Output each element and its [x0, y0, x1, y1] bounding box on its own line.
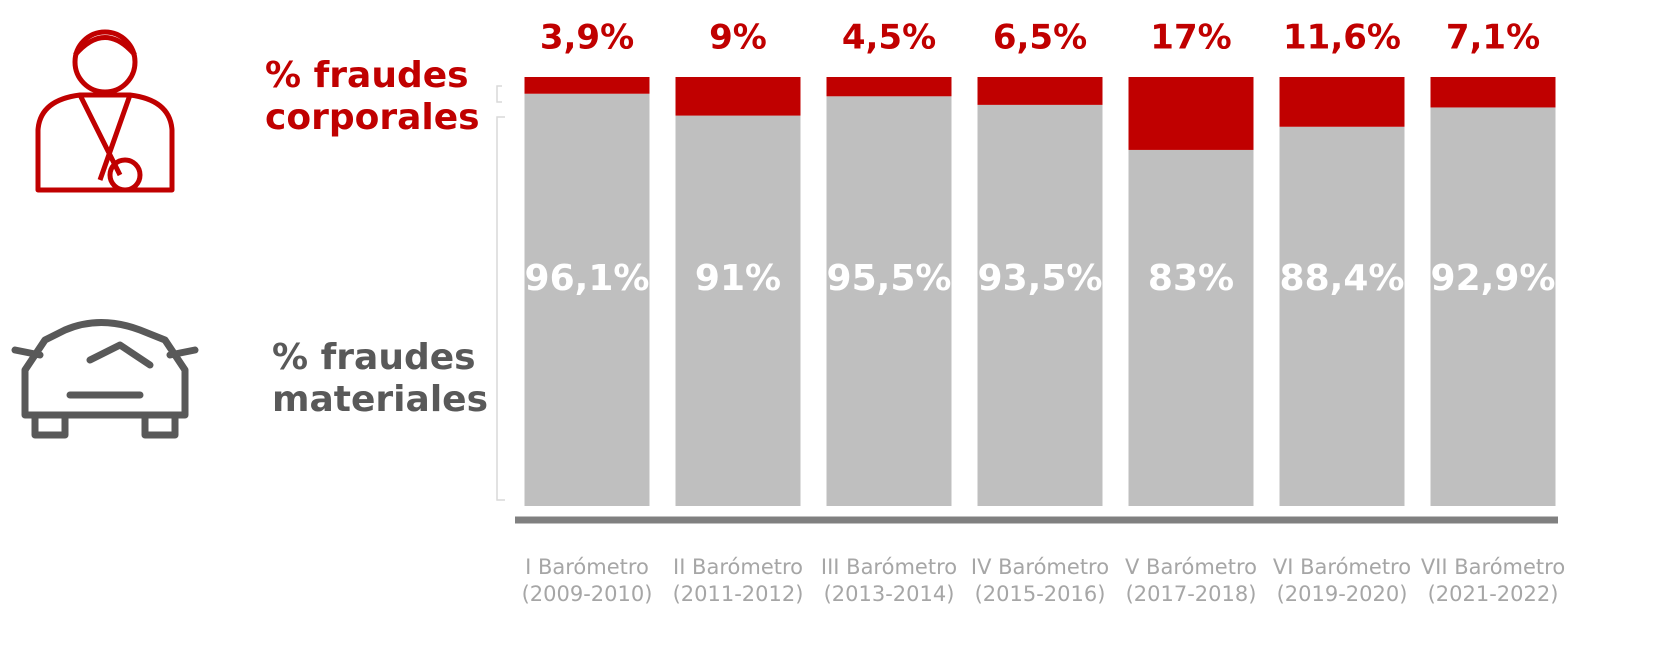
x-tick-label: (2011-2012) [673, 582, 804, 606]
value-label: 96,1% [525, 258, 650, 299]
bar-segment [1279, 126, 1405, 506]
x-tick-label: V Barómetro [1125, 555, 1257, 579]
value-label: 9% [709, 18, 767, 58]
bar-segment [1430, 107, 1556, 507]
bar-segment [977, 104, 1103, 506]
bar-segment [524, 93, 650, 506]
legend-label: % fraudes materiales [272, 337, 488, 420]
value-label: 91% [695, 258, 781, 299]
x-tick-label: (2017-2018) [1126, 582, 1257, 606]
bar-segment [977, 77, 1103, 105]
value-label: 88,4% [1280, 258, 1405, 299]
bar-segment [675, 77, 801, 116]
x-tick-label: IV Barómetro [971, 555, 1109, 579]
x-tick-label: VII Barómetro [1421, 555, 1565, 579]
x-tick-label: (2021-2022) [1428, 582, 1559, 606]
bar-segment [1430, 77, 1556, 108]
value-label: 83% [1148, 258, 1234, 299]
x-tick-label: I Barómetro [525, 555, 649, 579]
value-label: 17% [1150, 18, 1231, 58]
x-tick-label: III Barómetro [821, 555, 957, 579]
value-label: 92,9% [1431, 258, 1556, 299]
value-label: 93,5% [978, 258, 1103, 299]
value-label: 3,9% [540, 18, 634, 58]
bar-segment [675, 115, 801, 507]
x-tick-label: (2009-2010) [522, 582, 653, 606]
value-label: 95,5% [827, 258, 952, 299]
bar-segment [826, 77, 952, 97]
bar-segment [524, 77, 650, 94]
value-label: 11,6% [1283, 18, 1401, 58]
bar-segment [826, 96, 952, 507]
x-tick-label: II Barómetro [673, 555, 803, 579]
x-tick-label: (2013-2014) [824, 582, 955, 606]
value-label: 4,5% [842, 18, 936, 58]
brackets [496, 85, 505, 501]
person-icon [35, 29, 175, 193]
car-icon [11, 319, 199, 439]
legend-label: % fraudes corporales [265, 55, 480, 138]
value-label: 6,5% [993, 18, 1087, 58]
x-tick-label: VI Barómetro [1273, 555, 1411, 579]
bar-segment [1128, 149, 1254, 506]
x-tick-label: (2015-2016) [975, 582, 1106, 606]
bar-segment [1128, 77, 1254, 150]
bar-segment [1279, 77, 1405, 127]
x-tick-label: (2019-2020) [1277, 582, 1408, 606]
value-label: 7,1% [1446, 18, 1540, 58]
